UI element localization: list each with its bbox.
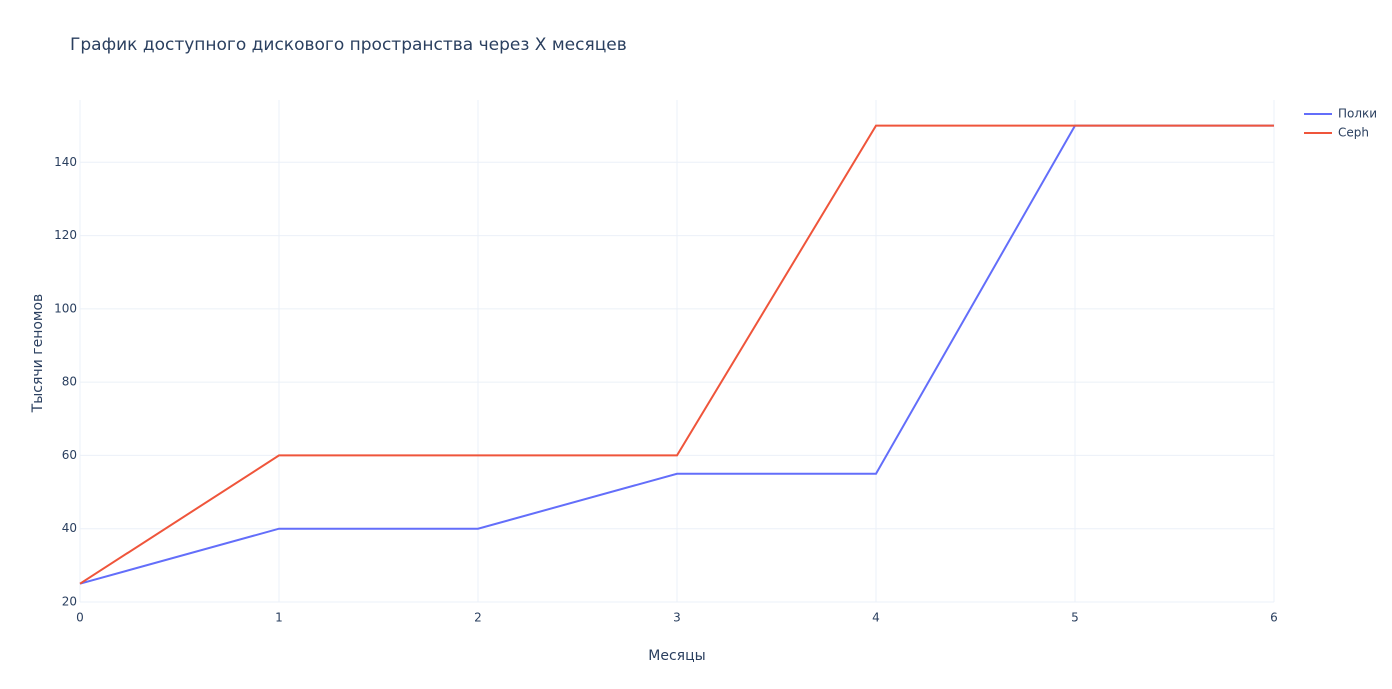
x-tick-label: 4 (872, 611, 880, 625)
x-tick-label: 3 (673, 611, 681, 625)
x-tick-label: 0 (76, 611, 84, 625)
x-tick-label: 2 (474, 611, 482, 625)
y-tick-label: 100 (54, 301, 77, 315)
y-tick-label: 20 (62, 595, 77, 609)
y-tick-label: 40 (62, 521, 77, 535)
legend-label: Полки (1338, 107, 1377, 121)
y-axis-label: Тысячи геномов (30, 294, 46, 414)
y-tick-label: 120 (54, 228, 77, 242)
y-tick-label: 140 (54, 155, 77, 169)
line-series (79, 124, 1274, 585)
x-tick-label: 1 (275, 611, 283, 625)
x-axis-label: Месяцы (648, 648, 705, 664)
y-tick-label: 60 (62, 448, 77, 462)
y-tick-label: 80 (62, 375, 77, 389)
x-tick-label: 5 (1071, 611, 1079, 625)
chart-title: График доступного дискового пространства… (70, 35, 627, 55)
legend-label: Ceph (1338, 126, 1369, 140)
x-tick-label: 6 (1270, 611, 1278, 625)
